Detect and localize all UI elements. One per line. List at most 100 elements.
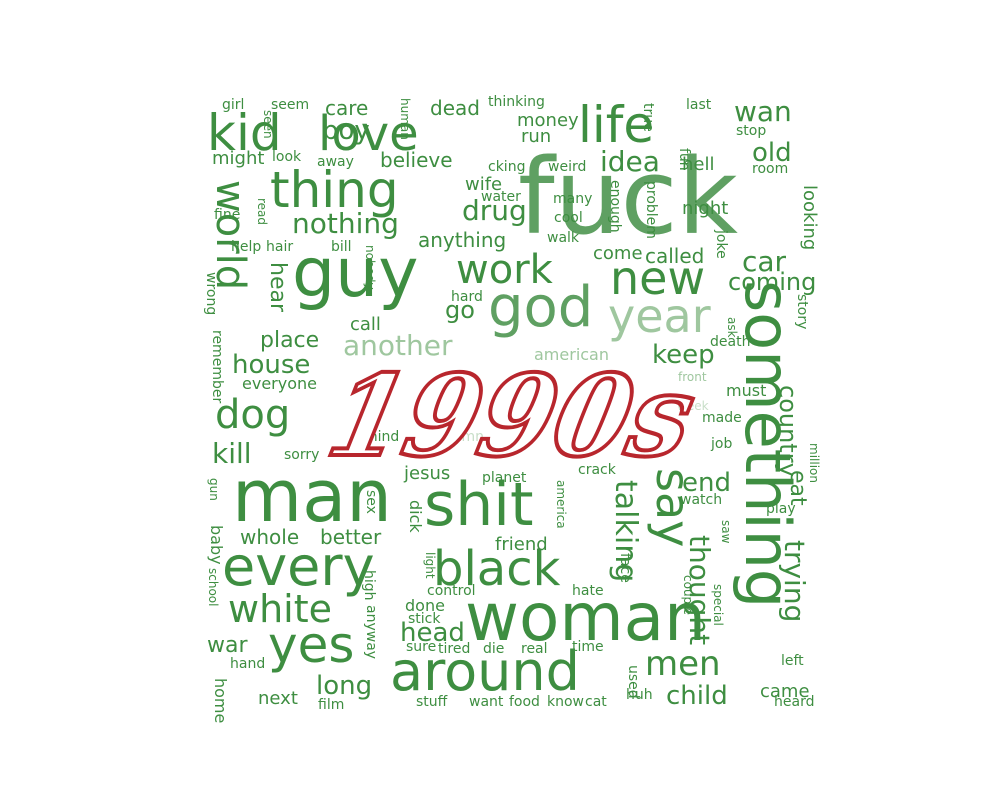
word-baby: baby [207, 525, 226, 565]
word-year: year [608, 289, 711, 343]
word-house: house [232, 350, 311, 380]
word-watch: watch [680, 492, 723, 508]
word-head: head [400, 618, 465, 648]
word-special: special [711, 584, 725, 626]
word-seem: seem [271, 97, 310, 113]
word-jesus: jesus [404, 463, 451, 484]
word-water: water [481, 189, 521, 205]
word-food: food [509, 694, 540, 710]
word-dick: dick [406, 500, 425, 533]
word-die: die [483, 641, 505, 657]
word-dead: dead [430, 96, 480, 120]
word-million: million [807, 443, 821, 483]
word-stick: stick [408, 611, 441, 627]
word-work: work [456, 247, 553, 293]
word-dog: dog [215, 392, 291, 438]
word-black: black [433, 541, 561, 597]
word-joke: joke [713, 230, 729, 259]
word-time: time [572, 639, 604, 655]
word-face: face [617, 553, 633, 583]
word-problem: problem [643, 181, 659, 239]
word-life: life [578, 96, 655, 154]
word-country: country [774, 385, 802, 477]
word-every: every [222, 535, 375, 598]
word-come: come [593, 243, 643, 264]
word-hell: hell [682, 154, 715, 175]
word-friend: friend [495, 534, 548, 555]
word-shit: shit [424, 470, 534, 540]
word-light: light [423, 552, 437, 579]
word-away: away [317, 154, 354, 170]
word-heard: heard [774, 694, 815, 710]
word-remember: remember [209, 330, 225, 404]
word-job: job [711, 436, 733, 452]
word-night: night [682, 198, 729, 219]
word-human: human [398, 98, 412, 140]
word-war: war [207, 633, 248, 658]
word-home: home [211, 678, 230, 724]
word-better: better [320, 525, 382, 549]
word-around: around [390, 640, 580, 703]
word-money: money [517, 110, 579, 131]
word-anything: anything [418, 228, 507, 252]
word-must: must [726, 381, 767, 400]
word-kill: kill [212, 437, 252, 470]
word-play: play [766, 501, 796, 517]
word-week: week [677, 399, 709, 413]
word-stuff: stuff [416, 694, 448, 710]
word-new: new [610, 251, 706, 305]
word-fine: fine [214, 207, 241, 223]
word-end: end [682, 468, 731, 498]
word-hair: hair [266, 239, 294, 255]
word-enough: enough [607, 180, 623, 233]
word-go: go [445, 296, 475, 324]
word-anyway: anyway [363, 605, 379, 660]
word-run: run [521, 126, 552, 147]
word-done: done [405, 596, 445, 615]
word-call: call [350, 314, 381, 335]
word-car: car [742, 245, 787, 278]
word-know: know [547, 694, 584, 710]
word-sorry: sorry [284, 447, 320, 463]
word-real: real [521, 641, 548, 657]
word-place: place [260, 328, 320, 353]
word-wan: wan [734, 95, 792, 128]
word-thing: thing [270, 161, 399, 219]
word-fuck: fuck [518, 136, 738, 258]
word-hard: hard [451, 289, 483, 305]
word-hate: hate [572, 583, 604, 599]
word-idea: idea [600, 145, 660, 178]
word-help: help [231, 239, 262, 255]
word-came: came [760, 681, 810, 702]
word-eat: eat [785, 470, 810, 506]
word-couple: couple [681, 575, 695, 615]
word-weird: weird [548, 159, 587, 175]
word-america: america [554, 480, 568, 529]
word-something: something [731, 280, 804, 609]
word-world: world [207, 180, 253, 291]
word-say: say [646, 468, 700, 548]
word-crack: crack [578, 462, 616, 478]
word-sure: sure [406, 639, 437, 655]
word-stop: stop [736, 123, 767, 139]
word-coming: coming [728, 268, 817, 296]
word-keep: keep [652, 340, 715, 370]
word-yes: yes [268, 616, 355, 674]
word-men: men [645, 644, 721, 684]
word-used: used [625, 665, 641, 699]
word-next: next [258, 688, 298, 709]
word-believe: believe [380, 148, 453, 172]
word-girl: girl [222, 97, 245, 113]
word-god: god [488, 275, 594, 340]
word-death: death [710, 334, 751, 350]
word-ask: ask [725, 317, 739, 338]
word-room: room [752, 161, 789, 177]
word-drug: drug [462, 194, 527, 227]
word-long: long [316, 671, 373, 701]
word-another: another [343, 329, 453, 362]
word-nobody: nobody [363, 245, 377, 290]
word-fun: fun [676, 148, 692, 171]
word-made: made [702, 410, 742, 426]
word-trying: trying [778, 540, 811, 623]
